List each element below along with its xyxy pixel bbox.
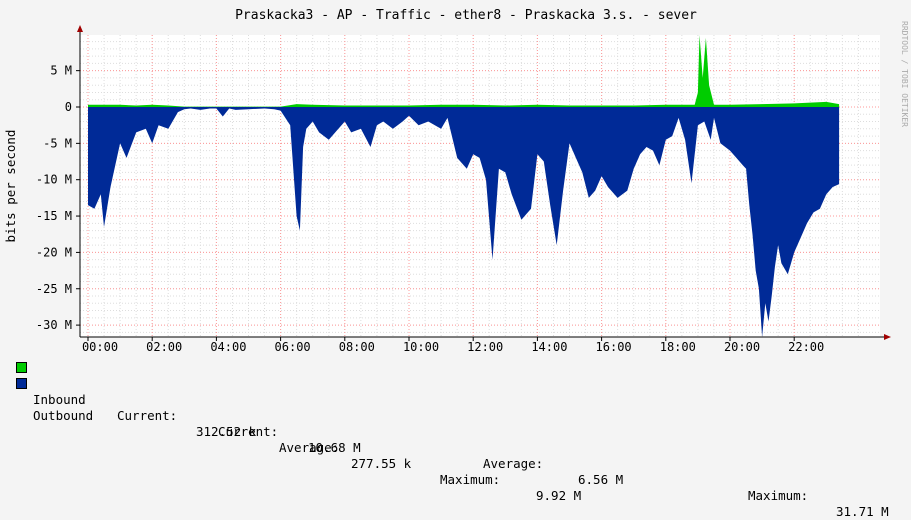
x-tick-label: 04:00 bbox=[210, 340, 246, 354]
outbound-swatch bbox=[16, 378, 27, 389]
x-tick-label: 10:00 bbox=[403, 340, 439, 354]
outbound-name: Outbound bbox=[33, 408, 94, 423]
x-tick-label: 16:00 bbox=[596, 340, 632, 354]
x-axis-arrow bbox=[884, 334, 891, 340]
outbound-maximum-label: Maximum: bbox=[748, 488, 809, 503]
y-tick-label: -15 M bbox=[36, 209, 72, 223]
x-tick-label: 18:00 bbox=[660, 340, 696, 354]
y-tick-label: -30 M bbox=[36, 318, 72, 332]
legend-inbound: Inbound Current: 312.52 k Average: 277.5… bbox=[16, 360, 896, 503]
outbound-current-label: Current: bbox=[218, 424, 279, 439]
inbound-swatch bbox=[16, 362, 27, 373]
x-tick-label: 08:00 bbox=[339, 340, 375, 354]
data-areas bbox=[88, 35, 840, 337]
y-axis-label: bits per second bbox=[3, 130, 18, 243]
axes bbox=[76, 25, 891, 341]
x-tick-labels: 00:00 02:00 04:00 06:00 08:00 10:00 12:00 14:00… bbox=[82, 340, 824, 354]
y-axis-arrow bbox=[77, 25, 83, 32]
x-tick-label: 20:00 bbox=[724, 340, 760, 354]
y-tick-label: -5 M bbox=[43, 136, 72, 150]
rrdtool-watermark: RRDTOOL / TOBI OETIKER bbox=[900, 21, 909, 127]
inbound-current-label: Current: bbox=[117, 408, 178, 423]
x-tick-label: 06:00 bbox=[275, 340, 311, 354]
x-tick-label: 14:00 bbox=[531, 340, 567, 354]
outbound-maximum-value: 31.71 M bbox=[836, 504, 889, 519]
x-tick-label: 00:00 bbox=[82, 340, 118, 354]
chart-title: Praskacka3 - AP - Traffic - ether8 - Pra… bbox=[235, 8, 697, 23]
series-area-outbound bbox=[88, 107, 840, 337]
inbound-name: Inbound bbox=[33, 392, 86, 407]
legend-outbound: Outbound Current: 10.68 M Average: 6.56 … bbox=[16, 376, 896, 519]
outbound-average-value: 6.56 M bbox=[578, 472, 624, 487]
x-tick-label: 22:00 bbox=[788, 340, 824, 354]
outbound-average-label: Average: bbox=[483, 456, 544, 471]
outbound-current-value: 10.68 M bbox=[308, 440, 361, 455]
inbound-maximum-value: 9.92 M bbox=[536, 488, 582, 503]
x-tick-label: 12:00 bbox=[467, 340, 503, 354]
y-tick-label: -20 M bbox=[36, 245, 72, 259]
x-tick-label: 02:00 bbox=[146, 340, 182, 354]
y-tick-label: -25 M bbox=[36, 282, 72, 296]
y-tick-label: 0 bbox=[65, 100, 72, 114]
traffic-graph: 5 M0-5 M-10 M-15 M-20 M-25 M-30 M 00:00 0… bbox=[3, 8, 909, 354]
y-tick-label: -10 M bbox=[36, 173, 72, 187]
y-tick-labels: 5 M 0 -5 M -10 M -15 M -20 M -25 M -30 M bbox=[36, 64, 72, 332]
inbound-average-value: 277.55 k bbox=[351, 456, 412, 471]
y-tick-label: 5 M bbox=[50, 64, 72, 78]
inbound-maximum-label: Maximum: bbox=[440, 472, 501, 487]
